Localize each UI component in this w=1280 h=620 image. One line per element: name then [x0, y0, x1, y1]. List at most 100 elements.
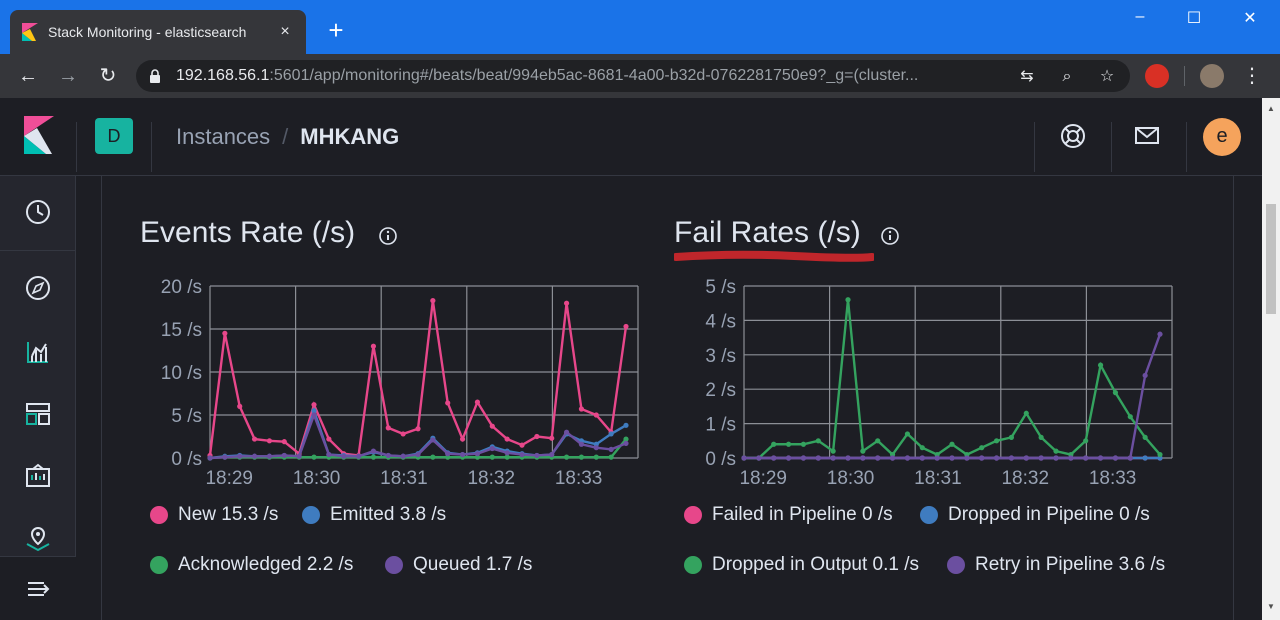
- info-icon[interactable]: [379, 227, 397, 245]
- data-point: [222, 454, 228, 460]
- x-tick-label: 18:32: [1001, 468, 1049, 489]
- legend-item-emitted[interactable]: Emitted 3.8 /s: [302, 504, 446, 526]
- info-icon[interactable]: [881, 227, 899, 245]
- data-point: [519, 451, 525, 458]
- legend-item-failed-in-pipeline[interactable]: Failed in Pipeline 0 /s: [684, 504, 893, 526]
- y-tick-label: 3 /s: [705, 346, 736, 367]
- x-tick-label: 18:32: [467, 468, 515, 489]
- data-point: [889, 455, 896, 461]
- tab-title: Stack Monitoring - elasticsearch: [48, 24, 247, 40]
- data-point: [608, 446, 614, 452]
- scroll-up-arrow-icon[interactable]: ▲: [1267, 104, 1275, 113]
- data-point: [949, 441, 955, 447]
- new-tab-button[interactable]: +: [328, 15, 344, 45]
- kibana-favicon-icon: [22, 23, 38, 41]
- data-point: [281, 439, 287, 445]
- reload-icon[interactable]: ↻: [99, 65, 117, 87]
- data-point: [1083, 455, 1089, 461]
- data-point: [445, 451, 451, 457]
- data-point: [504, 454, 510, 460]
- data-point: [549, 435, 555, 441]
- mail-icon[interactable]: [1133, 122, 1161, 150]
- data-point: [934, 455, 940, 461]
- data-point: [623, 422, 629, 428]
- breadcrumb-instances[interactable]: Instances: [176, 124, 271, 149]
- data-point: [623, 436, 629, 442]
- collapse-menu-icon[interactable]: [24, 575, 52, 603]
- space-selector-badge[interactable]: D: [95, 118, 133, 154]
- back-icon[interactable]: ←: [18, 65, 38, 87]
- legend-dot: [920, 506, 938, 524]
- data-point: [430, 298, 436, 304]
- y-tick-label: 0 /s: [705, 449, 736, 470]
- canvas-icon[interactable]: [24, 462, 52, 490]
- data-point: [385, 452, 391, 459]
- legend-dot: [385, 556, 403, 574]
- data-point: [311, 408, 317, 414]
- legend-label: Queued 1.7 /s: [413, 554, 533, 575]
- x-tick-label: 18:30: [827, 468, 875, 489]
- dashboard-icon[interactable]: [24, 400, 52, 428]
- page-scrollbar[interactable]: ▲ ▼: [1262, 98, 1280, 620]
- data-point: [771, 455, 777, 461]
- maps-icon[interactable]: [24, 524, 52, 552]
- browser-tab[interactable]: Stack Monitoring - elasticsearch ×: [10, 10, 306, 54]
- translate-icon[interactable]: ⇆: [1020, 68, 1034, 85]
- data-point: [1038, 434, 1044, 440]
- legend-item-queued[interactable]: Queued 1.7 /s: [385, 554, 532, 576]
- data-point: [563, 300, 570, 306]
- x-tick-label: 18:29: [739, 468, 787, 489]
- legend-item-dropped-in-pipeline[interactable]: Dropped in Pipeline 0 /s: [920, 504, 1150, 526]
- profile-avatar[interactable]: [1200, 64, 1224, 88]
- data-point: [593, 445, 599, 451]
- user-avatar[interactable]: e: [1203, 118, 1241, 156]
- data-point: [311, 454, 317, 460]
- series-line-new: [208, 300, 628, 457]
- address-bar[interactable]: 192.168.56.1:5601/app/monitoring#/beats/…: [136, 60, 1130, 92]
- data-point: [830, 455, 836, 461]
- discover-compass-icon[interactable]: [24, 274, 52, 302]
- maximize-button[interactable]: ☐: [1186, 10, 1202, 27]
- minimize-button[interactable]: –: [1135, 8, 1145, 25]
- data-point: [251, 436, 258, 442]
- legend-item-new[interactable]: New 15.3 /s: [150, 504, 278, 526]
- data-point: [623, 323, 629, 330]
- x-tick-label: 18:30: [293, 468, 341, 489]
- series-line-retry-in-pipeline: [744, 333, 1162, 460]
- side-nav-footer: [0, 556, 76, 620]
- legend-label: Dropped in Output 0.1 /s: [712, 554, 920, 575]
- data-point: [266, 453, 273, 459]
- legend-item-acknowledged[interactable]: Acknowledged 2.2 /s: [150, 554, 353, 576]
- legend-label: New 15.3 /s: [178, 504, 279, 525]
- legend-item-dropped-in-output[interactable]: Dropped in Output 0.1 /s: [684, 554, 919, 576]
- adblock-extension-icon[interactable]: [1145, 64, 1169, 88]
- data-point: [1097, 362, 1104, 368]
- tab-close-icon[interactable]: ×: [280, 23, 290, 40]
- browser-menu-icon[interactable]: ⋮: [1242, 65, 1262, 87]
- data-point: [1157, 451, 1163, 458]
- scroll-down-arrow-icon[interactable]: ▼: [1267, 602, 1275, 611]
- legend-dot: [684, 556, 702, 574]
- scroll-thumb[interactable]: [1266, 204, 1276, 314]
- zoom-icon[interactable]: ⌕: [1062, 68, 1072, 85]
- bookmark-star-icon[interactable]: ☆: [1099, 68, 1115, 85]
- data-point: [1083, 438, 1089, 444]
- forward-icon[interactable]: →: [58, 65, 78, 87]
- close-window-button[interactable]: ✕: [1243, 10, 1257, 27]
- data-point: [845, 455, 851, 461]
- data-point: [1053, 455, 1059, 461]
- data-point: [474, 399, 481, 405]
- x-tick-label: 18:29: [205, 468, 253, 489]
- data-point: [979, 455, 985, 461]
- data-point: [756, 455, 762, 461]
- data-point: [489, 445, 495, 452]
- data-point: [1127, 455, 1133, 461]
- recent-clock-icon[interactable]: [24, 198, 52, 226]
- lock-icon: [150, 69, 160, 83]
- kibana-logo-icon[interactable]: [24, 116, 54, 154]
- data-point: [400, 453, 406, 459]
- legend-item-retry-in-pipeline[interactable]: Retry in Pipeline 3.6 /s: [947, 554, 1165, 576]
- data-point: [504, 450, 510, 456]
- help-icon[interactable]: [1059, 122, 1087, 150]
- visualize-icon[interactable]: [24, 338, 52, 366]
